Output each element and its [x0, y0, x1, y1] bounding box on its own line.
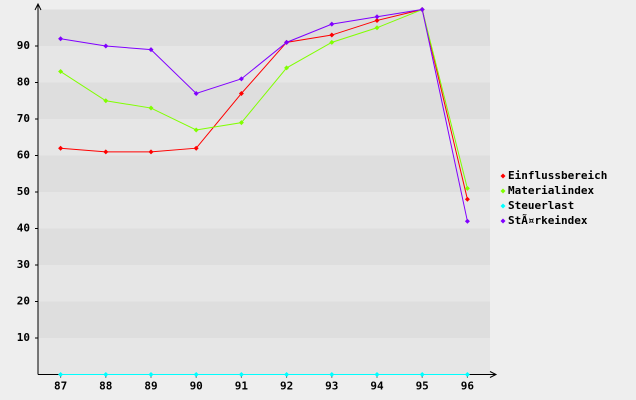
data-point — [103, 149, 109, 155]
data-point — [284, 65, 290, 71]
x-tick-label: 96 — [461, 380, 475, 393]
data-point — [193, 127, 199, 133]
x-tick-label: 89 — [144, 380, 157, 393]
y-tick-label: 40 — [17, 222, 30, 235]
grid-band — [38, 301, 490, 338]
legend-marker — [500, 203, 506, 209]
legend-label: Einflussbereich — [508, 169, 607, 182]
y-tick-label: 80 — [17, 76, 30, 89]
data-point — [464, 372, 470, 377]
data-point — [193, 372, 199, 377]
data-point — [284, 39, 290, 45]
y-tick-label: 30 — [17, 258, 30, 271]
y-tick-label: 10 — [17, 331, 30, 344]
data-point — [193, 90, 199, 96]
y-tick-label: 50 — [17, 185, 30, 198]
data-point — [193, 145, 199, 151]
grid-band — [38, 155, 490, 192]
data-point — [464, 196, 470, 202]
x-tick-label: 88 — [99, 380, 112, 393]
data-point — [103, 98, 109, 104]
data-point — [374, 25, 380, 31]
legend-marker — [500, 188, 506, 194]
data-point — [284, 372, 290, 377]
data-point — [58, 372, 64, 377]
data-point — [329, 372, 335, 377]
data-point — [148, 105, 154, 111]
x-tick-label: 87 — [54, 380, 67, 393]
data-point — [58, 145, 64, 151]
grid-band — [38, 82, 490, 119]
x-tick-label: 90 — [190, 380, 203, 393]
data-point — [374, 372, 380, 377]
x-tick-label: 91 — [235, 380, 249, 393]
y-tick-label: 20 — [17, 295, 30, 308]
data-point — [103, 43, 109, 49]
y-tick-label: 60 — [17, 149, 30, 162]
legend-marker — [500, 218, 506, 224]
y-axis-arrow — [34, 2, 42, 11]
grid-band — [38, 228, 490, 265]
data-point — [329, 39, 335, 45]
x-tick-label: 94 — [370, 380, 384, 393]
data-point — [238, 76, 244, 82]
legend-marker — [500, 173, 506, 179]
data-point — [238, 120, 244, 126]
data-point — [103, 372, 109, 377]
x-tick-label: 92 — [280, 380, 293, 393]
data-point — [148, 372, 154, 377]
data-point — [329, 21, 335, 27]
data-point — [419, 7, 425, 12]
data-point — [374, 14, 380, 20]
data-point — [464, 218, 470, 224]
data-point — [419, 372, 425, 377]
y-tick-label: 70 — [17, 112, 30, 125]
data-point — [148, 47, 154, 53]
data-point — [148, 149, 154, 155]
y-tick-label: 90 — [17, 39, 30, 52]
legend-label: Steuerlast — [508, 199, 574, 212]
data-point — [58, 36, 64, 42]
data-point — [58, 69, 64, 75]
legend-label: StÃ¤rkeindex — [508, 214, 588, 227]
data-point — [238, 372, 244, 377]
series-line — [60, 8, 468, 200]
series-line — [60, 8, 468, 189]
grid-band — [38, 9, 490, 46]
data-point — [329, 32, 335, 38]
data-point — [238, 90, 244, 96]
data-point — [464, 185, 470, 191]
data-point — [374, 17, 380, 23]
series-line — [60, 8, 468, 222]
legend-label: Materialindex — [508, 184, 594, 197]
x-tick-label: 95 — [416, 380, 429, 393]
x-tick-label: 93 — [325, 380, 338, 393]
x-axis-arrow — [489, 371, 498, 378]
